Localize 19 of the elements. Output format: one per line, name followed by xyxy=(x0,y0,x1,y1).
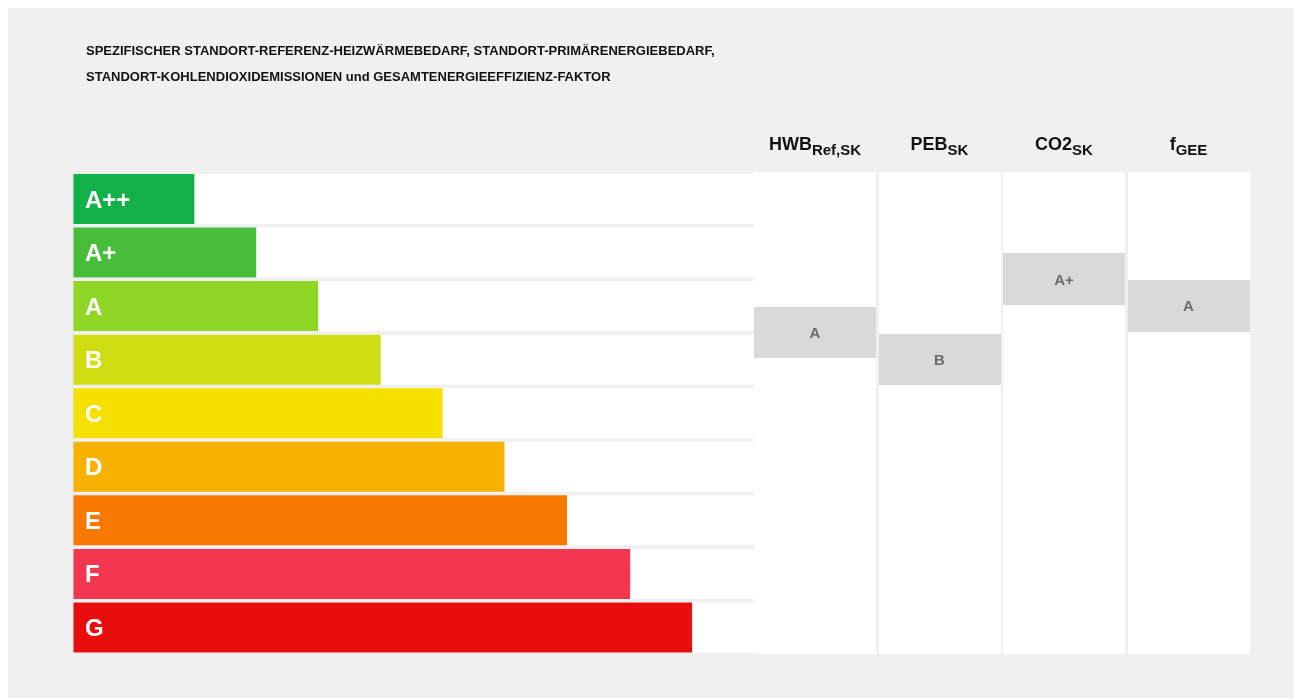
y-tick-label: A+ xyxy=(85,239,117,267)
bar xyxy=(73,174,195,224)
chart-title: SPEZIFISCHER STANDORT-REFERENZ-HEIZWÄRMEBEDARF, STANDORT-PRIMÄRENERGIEBEDARF, STANDORT-KOHLENDIOXIDEMISSIONEN und GESAMTENERGIEEFFIZIENZ-FAKTOR xyxy=(86,42,716,86)
y-tick-label: E xyxy=(85,506,102,534)
text: A xyxy=(1127,280,1250,332)
text: PEB$_{SK}$ xyxy=(909,134,970,158)
y-tick-label: D xyxy=(85,453,103,481)
text: HWB$_{Ref,SK}$ xyxy=(767,134,863,158)
y-tick-label: C xyxy=(85,399,103,427)
text: A xyxy=(754,306,876,359)
y-tick-label: A xyxy=(85,292,103,320)
y-tick-label: F xyxy=(85,560,100,588)
text: CO2$_{SK}$ xyxy=(1034,134,1094,158)
y-tick-label: A++ xyxy=(85,185,131,213)
y-tick-label: B xyxy=(85,346,103,374)
y-tick-label: G xyxy=(85,613,104,641)
text: A+ xyxy=(1003,253,1125,305)
text: f$_{GEE}$ xyxy=(1168,134,1209,158)
text: B xyxy=(878,333,1001,386)
